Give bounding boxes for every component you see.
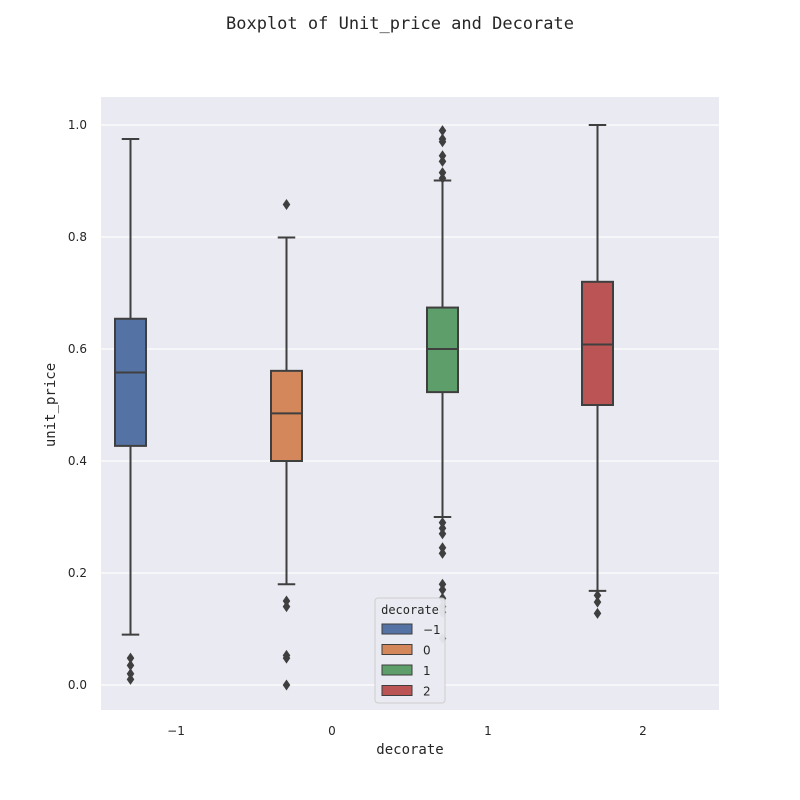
legend: decorate −1 0 1 2 — [374, 597, 446, 704]
outlier-point — [282, 199, 291, 211]
y-tick-label: 0.6 — [68, 342, 87, 356]
outlier-point — [438, 517, 447, 529]
boxes — [114, 124, 614, 691]
y-axis-label: unit_price — [43, 363, 59, 447]
box-group — [581, 124, 614, 619]
outlier-point — [282, 652, 291, 664]
outlier-point — [282, 679, 291, 691]
box — [581, 280, 614, 406]
outlier-point — [126, 673, 135, 685]
legend-swatch — [381, 685, 413, 696]
y-tick-label: 0.2 — [68, 566, 87, 580]
outlier-point — [438, 172, 447, 184]
box-group — [426, 125, 459, 645]
x-axis-label: decorate — [376, 742, 443, 758]
legend-swatch — [381, 623, 413, 635]
outlier-point — [438, 584, 447, 596]
outlier-point — [282, 601, 291, 613]
x-tick-label: 1 — [484, 724, 492, 738]
outlier-point — [593, 589, 602, 601]
chart-title: Boxplot of Unit_price and Decorate — [226, 14, 574, 34]
legend-entry: 1 — [423, 664, 431, 678]
x-tick-label: −1 — [167, 724, 185, 738]
y-tick-label: 0.8 — [68, 230, 87, 244]
outlier-point — [593, 596, 602, 608]
outlier-point — [438, 578, 447, 590]
y-tick-label: 0.4 — [68, 454, 87, 468]
outlier-point — [593, 607, 602, 619]
legend-entry: 2 — [423, 685, 431, 699]
outlier-point — [126, 659, 135, 671]
legend-entry: −1 — [423, 623, 441, 637]
outlier-point — [438, 125, 447, 137]
box-group — [270, 199, 303, 691]
outlier-point — [438, 155, 447, 167]
legend-title: decorate — [381, 603, 439, 617]
y-tick-label: 1.0 — [68, 118, 87, 132]
outlier-point — [438, 522, 447, 534]
outlier-point — [126, 652, 135, 664]
y-tick-labels: 0.0 0.2 0.4 0.6 0.8 1.0 — [68, 118, 87, 692]
x-tick-labels: −1 0 1 2 — [167, 724, 647, 738]
outlier-point — [126, 668, 135, 680]
x-tick-label: 2 — [639, 724, 647, 738]
legend-swatch — [381, 644, 413, 655]
outlier-point — [438, 167, 447, 179]
outlier-point — [438, 542, 447, 554]
outlier-point — [438, 528, 447, 540]
box — [114, 317, 147, 447]
outlier-point — [282, 595, 291, 607]
legend-entry: 0 — [423, 644, 431, 658]
outlier-point — [438, 150, 447, 162]
outlier-point — [438, 136, 447, 148]
legend-swatch — [381, 664, 413, 676]
box-group — [114, 138, 147, 685]
outlier-point — [438, 547, 447, 559]
grid-lines — [101, 124, 719, 686]
box — [270, 369, 303, 462]
x-tick-label: 0 — [328, 724, 336, 738]
y-tick-label: 0.0 — [68, 678, 87, 692]
